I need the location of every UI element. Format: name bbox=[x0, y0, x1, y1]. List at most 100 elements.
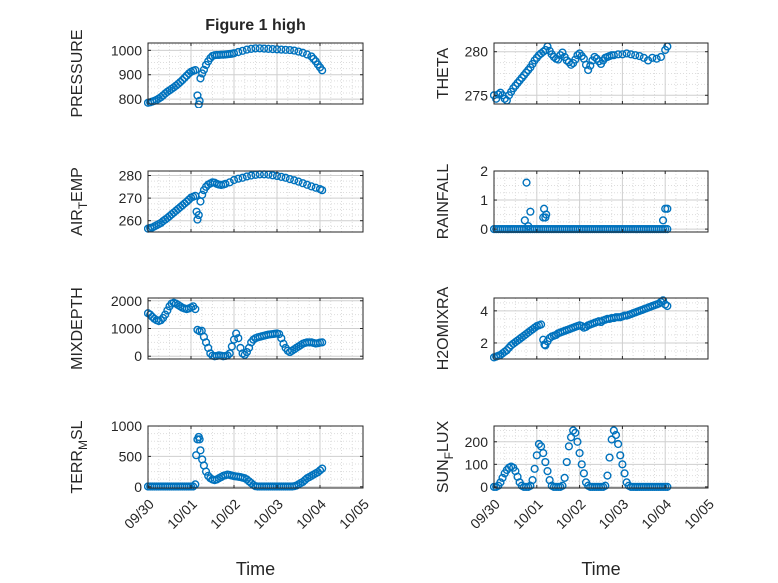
data-point bbox=[199, 65, 209, 74]
y-tick-label: 100 bbox=[465, 456, 489, 472]
data-point bbox=[161, 310, 170, 319]
data-point bbox=[622, 49, 631, 58]
data-point bbox=[584, 65, 593, 75]
data-point bbox=[605, 453, 614, 462]
data-point bbox=[526, 207, 535, 216]
data-point bbox=[238, 173, 247, 182]
data-point bbox=[652, 54, 661, 63]
axes-box bbox=[147, 42, 364, 105]
data-point bbox=[534, 439, 544, 449]
data-series bbox=[144, 44, 327, 108]
data-point bbox=[596, 317, 606, 327]
data-point bbox=[229, 49, 239, 58]
y-axis-label: SUNFLUX bbox=[435, 421, 456, 494]
data-point bbox=[581, 322, 591, 331]
data-point bbox=[303, 50, 312, 59]
data-point bbox=[656, 297, 666, 307]
data-point bbox=[551, 330, 561, 340]
axes-box bbox=[147, 425, 364, 489]
axes-box bbox=[493, 425, 709, 489]
data-point bbox=[234, 174, 243, 183]
data-point bbox=[303, 180, 312, 189]
data-point bbox=[196, 74, 205, 83]
data-point bbox=[318, 338, 327, 347]
data-point bbox=[661, 300, 670, 309]
data-point bbox=[225, 178, 234, 187]
data-point bbox=[502, 346, 511, 355]
data-point bbox=[242, 347, 252, 357]
data-point bbox=[180, 73, 189, 82]
data-point bbox=[539, 448, 548, 458]
data-point bbox=[658, 296, 668, 305]
y-tick-label: 1 bbox=[480, 192, 488, 208]
data-point bbox=[542, 210, 551, 219]
data-point bbox=[290, 176, 299, 185]
axes-box bbox=[493, 297, 709, 360]
data-point bbox=[247, 171, 256, 180]
data-point bbox=[504, 343, 514, 352]
data-point bbox=[189, 482, 198, 491]
data-point bbox=[277, 45, 286, 54]
subplot-6: 2 4 H2OMIXRA bbox=[435, 286, 709, 370]
data-point bbox=[247, 44, 256, 53]
data-point bbox=[545, 334, 554, 343]
chart-title: Figure 1 high bbox=[205, 17, 305, 34]
data-point bbox=[626, 50, 636, 59]
data-point bbox=[309, 54, 318, 63]
data-point bbox=[614, 50, 623, 59]
x-axis-label: Time bbox=[236, 559, 275, 579]
data-point bbox=[614, 439, 623, 449]
data-point bbox=[260, 44, 269, 53]
data-point bbox=[275, 329, 284, 339]
data-point bbox=[579, 469, 588, 478]
data-point bbox=[242, 172, 252, 181]
data-point bbox=[564, 442, 574, 451]
y-tick-label: 2 bbox=[480, 163, 488, 179]
data-point bbox=[603, 471, 612, 480]
data-point bbox=[193, 215, 202, 224]
data-point bbox=[225, 349, 234, 358]
y-tick-label: 275 bbox=[465, 87, 489, 103]
data-point bbox=[198, 190, 207, 199]
axes-box bbox=[493, 170, 709, 233]
data-point bbox=[543, 466, 552, 476]
data-point bbox=[575, 448, 584, 458]
data-point bbox=[251, 44, 260, 53]
data-point bbox=[227, 342, 236, 351]
data-series bbox=[144, 432, 327, 491]
data-point bbox=[607, 435, 616, 444]
data-point bbox=[500, 347, 509, 356]
data-point bbox=[562, 457, 571, 467]
data-point bbox=[530, 464, 539, 473]
data-point bbox=[298, 48, 307, 57]
data-point bbox=[176, 77, 185, 87]
data-point bbox=[611, 430, 621, 440]
data-point bbox=[307, 52, 316, 61]
data-point bbox=[182, 197, 191, 206]
data-point bbox=[195, 435, 204, 444]
data-point bbox=[229, 175, 239, 185]
data-point bbox=[663, 204, 672, 213]
data-point bbox=[264, 44, 273, 53]
data-point bbox=[290, 46, 299, 55]
data-point bbox=[541, 457, 550, 467]
subplot-5: 0 1000 2000 MIXDEPTH bbox=[69, 287, 364, 370]
y-tick-label: 0 bbox=[134, 479, 142, 495]
data-point bbox=[234, 334, 243, 343]
data-point bbox=[571, 428, 580, 437]
data-point bbox=[242, 45, 252, 54]
y-tick-label: 270 bbox=[119, 190, 143, 206]
data-series bbox=[490, 426, 672, 491]
data-point bbox=[307, 182, 316, 191]
data-point bbox=[530, 323, 539, 332]
data-point bbox=[192, 451, 201, 460]
data-point bbox=[238, 46, 247, 55]
y-tick-label: 1000 bbox=[111, 418, 142, 434]
y-tick-label: 2000 bbox=[111, 293, 142, 309]
data-point bbox=[268, 171, 277, 180]
data-point bbox=[560, 473, 569, 482]
data-point bbox=[285, 45, 295, 55]
data-point bbox=[566, 60, 576, 69]
data-point bbox=[196, 446, 205, 455]
